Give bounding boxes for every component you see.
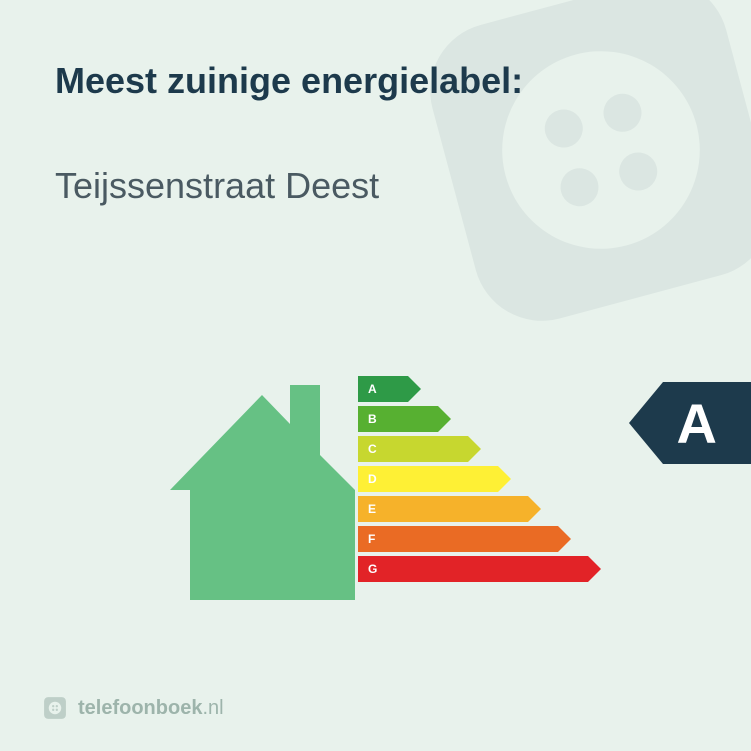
result-badge: A (629, 382, 751, 464)
energy-bar-e: E (358, 496, 601, 522)
energy-bar-a: A (358, 376, 601, 402)
page-subtitle: Teijssenstraat Deest (55, 165, 379, 207)
energy-bar-f: F (358, 526, 601, 552)
bar-label: G (358, 562, 377, 576)
energy-label-chart: A B C D (170, 370, 580, 600)
brand-name-thin: .nl (202, 697, 223, 719)
bar-label: A (358, 382, 377, 396)
bar-label: C (358, 442, 377, 456)
energy-bar-c: C (358, 436, 601, 462)
energy-bars: A B C D (358, 376, 601, 586)
watermark-icon (368, 0, 751, 383)
energy-bar-b: B (358, 406, 601, 432)
energy-bar-d: D (358, 466, 601, 492)
brand-name-bold: telefoonboek (78, 697, 202, 719)
house-shape (170, 370, 355, 600)
house-icon (170, 370, 355, 600)
result-letter: A (677, 391, 717, 456)
bar-label: E (358, 502, 376, 516)
bar-label: B (358, 412, 377, 426)
footer-brand: telefoonboek.nl (42, 695, 224, 721)
badge-arrow-icon (629, 382, 663, 464)
page-title: Meest zuinige energielabel: (55, 60, 523, 102)
footer-text: telefoonboek.nl (78, 697, 224, 720)
bar-label: D (358, 472, 377, 486)
bar-label: F (358, 532, 375, 546)
energy-bar-g: G (358, 556, 601, 582)
brand-logo-icon (42, 695, 68, 721)
